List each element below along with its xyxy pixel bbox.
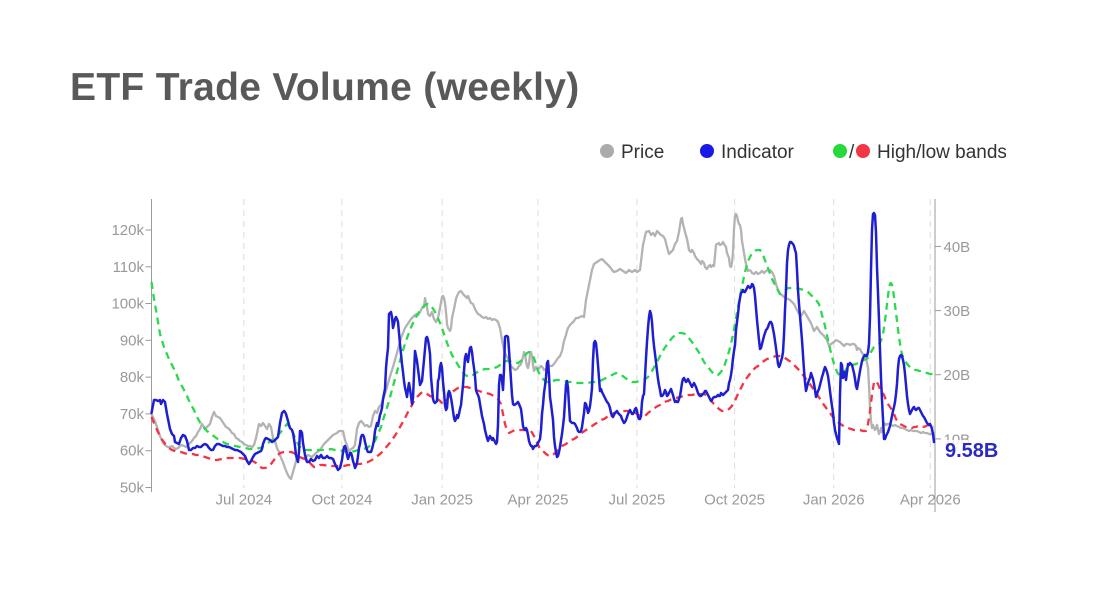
svg-text:Jan 2025: Jan 2025 <box>411 492 473 509</box>
svg-text:9.58B: 9.58B <box>945 440 998 462</box>
svg-text:Jan 2026: Jan 2026 <box>803 492 865 509</box>
svg-text:120k: 120k <box>111 222 144 239</box>
svg-text:Jul 2025: Jul 2025 <box>609 492 666 509</box>
svg-text:/: / <box>849 142 855 163</box>
svg-text:Indicator: Indicator <box>721 142 795 163</box>
svg-text:Price: Price <box>621 142 664 163</box>
svg-text:100k: 100k <box>111 296 144 313</box>
svg-text:Jul 2024: Jul 2024 <box>215 492 272 509</box>
svg-text:40B: 40B <box>944 239 971 256</box>
svg-text:110k: 110k <box>113 259 145 276</box>
svg-text:80k: 80k <box>120 369 145 386</box>
svg-text:Oct 2024: Oct 2024 <box>311 492 372 509</box>
svg-text:50k: 50k <box>120 480 145 497</box>
svg-text:90k: 90k <box>120 332 145 349</box>
svg-text:Oct 2025: Oct 2025 <box>704 492 765 509</box>
svg-text:ETF Trade Volume (weekly): ETF Trade Volume (weekly) <box>70 66 580 109</box>
svg-text:High/low bands: High/low bands <box>877 142 1007 163</box>
svg-text:Apr 2025: Apr 2025 <box>508 492 569 509</box>
svg-text:Apr 2026: Apr 2026 <box>900 492 961 509</box>
svg-text:60k: 60k <box>120 443 145 460</box>
svg-text:70k: 70k <box>120 406 145 423</box>
svg-text:20B: 20B <box>944 367 971 384</box>
svg-text:30B: 30B <box>944 303 971 320</box>
